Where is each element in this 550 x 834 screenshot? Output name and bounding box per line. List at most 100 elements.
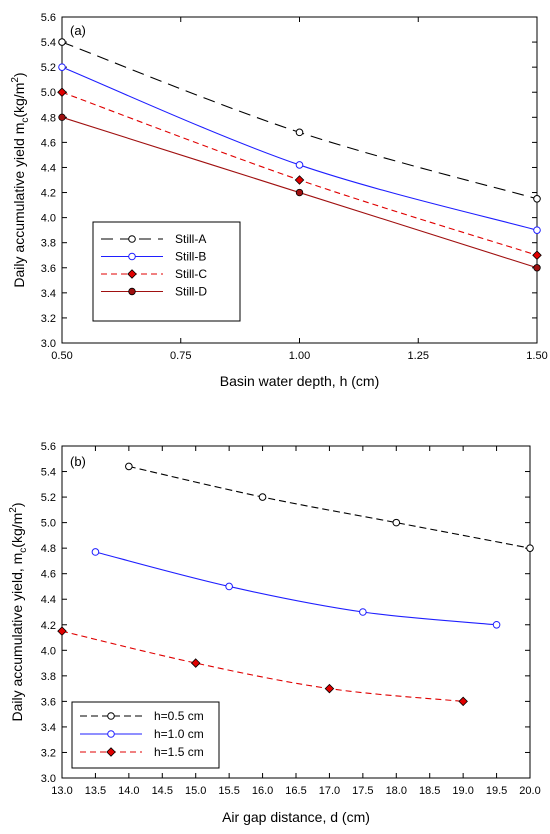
y-tick-label: 5.6 bbox=[41, 12, 56, 24]
x-tick-label: 15.5 bbox=[218, 785, 239, 797]
y-tick-label: 4.8 bbox=[41, 112, 56, 124]
x-tick-label: 16.0 bbox=[252, 785, 273, 797]
legend-marker bbox=[128, 252, 136, 261]
y-tick-label: 4.8 bbox=[41, 543, 56, 555]
x-tick-label: 0.75 bbox=[170, 350, 191, 362]
y-tick-label: 3.2 bbox=[41, 313, 56, 325]
x-tick-label: 19.0 bbox=[452, 785, 473, 797]
data-point bbox=[458, 696, 468, 707]
y-tick-label: 3.0 bbox=[41, 338, 56, 350]
legend-marker bbox=[107, 712, 115, 720]
chart-panel-b: 13.0 13.5 14.0 14.5 15.0 15.5 16.0 16.5 17.0 17.5… bbox=[8, 441, 541, 825]
y-tick-label: 5.4 bbox=[41, 467, 56, 479]
legend-marker bbox=[106, 747, 116, 757]
x-tick-label: 17.0 bbox=[319, 785, 340, 797]
x-tick-label: 1.00 bbox=[289, 350, 310, 362]
y-tick-label: 3.2 bbox=[41, 747, 56, 759]
x-tick-label: 13.5 bbox=[85, 785, 106, 797]
y-tick-label: 4.4 bbox=[41, 162, 56, 174]
data-point bbox=[533, 226, 541, 234]
y-tick-label: 5.6 bbox=[41, 441, 56, 453]
y-tick-label: 4.0 bbox=[41, 213, 56, 225]
series-line-1 bbox=[128, 465, 531, 549]
x-tick-label: 18.5 bbox=[419, 785, 440, 797]
data-point bbox=[492, 620, 501, 629]
x-tick-label: 13.0 bbox=[51, 785, 72, 797]
legend-box bbox=[71, 701, 220, 769]
legend-marker bbox=[127, 269, 137, 279]
data-point bbox=[58, 113, 66, 122]
data-point bbox=[294, 175, 305, 185]
x-axis-title: Air gap distance, d (cm) bbox=[222, 809, 370, 825]
y-axis-title: Daily accumulative yield mc(kg/m2) bbox=[10, 72, 31, 287]
y-tick-label: 3.6 bbox=[41, 263, 56, 275]
panel-label: (a) bbox=[70, 23, 86, 38]
data-point bbox=[359, 608, 367, 616]
y-tick-label: 4.4 bbox=[41, 594, 56, 606]
y-tick-label: 3.4 bbox=[41, 288, 56, 300]
legend-marker bbox=[128, 287, 136, 296]
data-point bbox=[91, 548, 100, 556]
data-point bbox=[295, 128, 304, 137]
chart-panel-a: 0.50 0.75 1.00 1.25 1.50 3.0 3.2 3.4 3.6 3.8 4.0 4.… bbox=[10, 12, 548, 389]
y-tick-label: 3.6 bbox=[41, 696, 56, 708]
y-tick-label: 3.8 bbox=[41, 238, 56, 250]
data-point bbox=[533, 264, 541, 272]
y-tick-label: 5.0 bbox=[41, 87, 56, 99]
y-tick-label: 4.2 bbox=[41, 188, 56, 200]
y-tick-label: 5.2 bbox=[41, 492, 56, 504]
data-point bbox=[190, 658, 201, 668]
y-axis-title: Daily accumulative yield, mc(kg/m2) bbox=[8, 502, 29, 721]
legend-box bbox=[92, 221, 241, 322]
y-tick-label: 4.0 bbox=[41, 645, 56, 657]
x-tick-label: 16.5 bbox=[285, 785, 306, 797]
y-tick-label: 4.6 bbox=[41, 137, 56, 149]
x-tick-label: 1.50 bbox=[526, 350, 547, 362]
y-tick-label: 3.4 bbox=[41, 722, 56, 734]
x-tick-label: 15.0 bbox=[185, 785, 206, 797]
data-point bbox=[125, 462, 133, 471]
data-point bbox=[324, 683, 335, 694]
series-line-2 bbox=[61, 66, 538, 231]
y-tick-label: 4.6 bbox=[41, 569, 56, 581]
data-point bbox=[392, 518, 401, 527]
y-tick-label: 3.0 bbox=[41, 773, 56, 785]
data-point bbox=[526, 544, 534, 552]
legend-entry: Still-C bbox=[175, 267, 207, 281]
legend-entry: h=0.5 cm bbox=[154, 709, 204, 723]
legend-marker bbox=[128, 235, 136, 243]
legend-entry: Still-B bbox=[175, 250, 206, 264]
data-point bbox=[532, 250, 542, 260]
x-tick-label: 17.5 bbox=[352, 785, 373, 797]
data-point bbox=[58, 38, 66, 46]
x-tick-label: 1.25 bbox=[408, 350, 429, 362]
y-tick-label: 5.0 bbox=[41, 518, 56, 530]
x-axis-title: Basin water depth, h (cm) bbox=[220, 373, 380, 389]
y-tick-label: 5.4 bbox=[41, 37, 56, 49]
y-tick-label: 5.2 bbox=[41, 62, 56, 74]
x-tick-label: 14.0 bbox=[118, 785, 139, 797]
data-point bbox=[258, 493, 267, 501]
data-point bbox=[295, 161, 304, 169]
y-tick-label: 4.2 bbox=[41, 620, 56, 632]
data-point bbox=[58, 63, 66, 71]
x-tick-label: 19.5 bbox=[486, 785, 507, 797]
legend-marker bbox=[107, 730, 115, 738]
x-tick-label: 20.0 bbox=[519, 785, 540, 797]
series-line-2 bbox=[95, 551, 497, 626]
data-point bbox=[533, 195, 541, 203]
x-tick-label: 14.5 bbox=[152, 785, 173, 797]
panel-label: (b) bbox=[70, 454, 86, 469]
data-point bbox=[295, 188, 304, 197]
legend-entry: h=1.5 cm bbox=[154, 745, 204, 759]
series-line-3 bbox=[61, 630, 464, 702]
legend-entry: Still-D bbox=[175, 285, 207, 299]
legend-entry: h=1.0 cm bbox=[154, 727, 204, 741]
data-point bbox=[57, 626, 67, 636]
data-point bbox=[225, 582, 233, 591]
x-tick-label: 0.50 bbox=[51, 350, 72, 362]
legend-entry: Still-A bbox=[175, 232, 206, 246]
y-tick-label: 3.8 bbox=[41, 671, 56, 683]
data-point bbox=[57, 87, 67, 97]
